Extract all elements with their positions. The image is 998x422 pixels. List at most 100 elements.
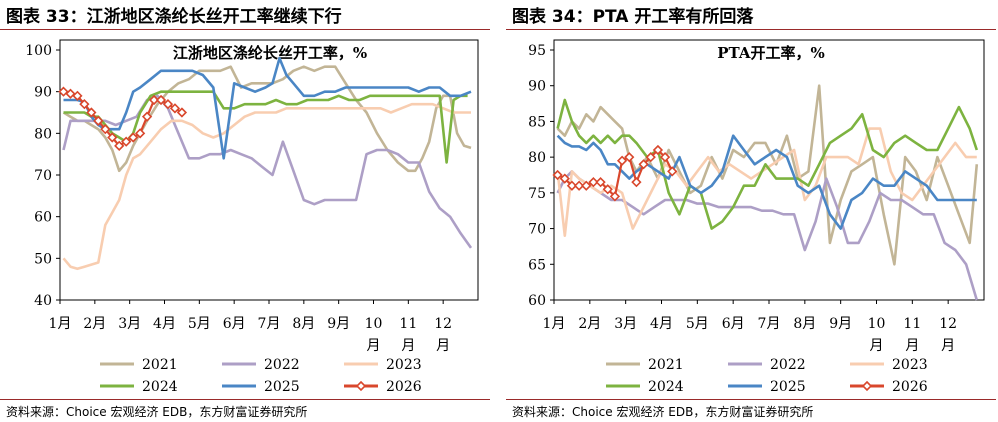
legend-label-2025: 2025	[770, 379, 806, 395]
legend-label-2021: 2021	[142, 357, 178, 373]
series-point-2026	[155, 94, 167, 106]
series-point-2026	[134, 128, 146, 139]
x-tick-label: 月	[436, 338, 450, 354]
legend-label-2022: 2022	[264, 357, 300, 373]
series-point-2026	[667, 166, 678, 177]
x-tick-label: 月	[870, 338, 884, 354]
x-tick-label: 月	[905, 338, 919, 354]
series-point-2026	[114, 140, 125, 151]
x-tick-label: 4月	[153, 316, 176, 332]
legend-label-2024: 2024	[142, 379, 178, 395]
x-tick-label: 4月	[650, 316, 673, 332]
figure-panel-left: 图表 33：江浙地区涤纶长丝开工率继续下行 40 50 60 70 80 90 100 1月 2…	[0, 0, 490, 422]
series-line-2022	[556, 170, 979, 301]
series-line-2021	[556, 84, 979, 266]
series-point-2026	[652, 144, 664, 156]
legend-label-2025: 2025	[264, 379, 300, 395]
series-point-2026	[624, 152, 635, 163]
x-tick-label: 10	[868, 316, 886, 332]
figure-title: 图表 33：江浙地区涤纶长丝开工率继续下行	[6, 7, 342, 27]
y-tick-label: 95	[528, 43, 546, 59]
x-tick-label: 3月	[614, 316, 637, 332]
legend-marker-2026	[861, 380, 873, 392]
x-tick-label: 3月	[118, 316, 141, 332]
series-point-2026	[100, 124, 111, 135]
series-point-2026	[121, 136, 132, 147]
series-point-2026	[107, 132, 118, 143]
legend-label-2022: 2022	[770, 357, 806, 373]
series-point-2026	[162, 99, 174, 110]
x-tick-label: 11	[903, 316, 921, 332]
bottom-rule	[0, 399, 490, 400]
series-point-2026	[141, 111, 153, 122]
figure-panel-right: 图表 34：PTA 开工率有所回落 60 65 70 75 80 85 90 95 1月 2月 3月…	[506, 0, 996, 422]
y-tick-label: 80	[528, 150, 546, 166]
series-point-2026	[659, 152, 671, 163]
source-note: 资料来源：Choice 宏观经济 EDB，东方财富证券研究所	[512, 405, 814, 419]
series-point-2026	[645, 152, 656, 163]
top-rule	[0, 29, 490, 30]
series-point-2026	[148, 94, 160, 106]
y-tick-label: 90	[34, 85, 52, 101]
series-point-2026	[616, 155, 628, 166]
legend-label-2023: 2023	[386, 357, 422, 373]
legend-label-2021: 2021	[648, 357, 684, 373]
x-tick-label: 7月	[258, 316, 281, 332]
x-tick-label: 1月	[49, 316, 72, 332]
x-tick-label: 月	[367, 338, 381, 354]
legend-label-2023: 2023	[892, 357, 928, 373]
chart-svg: 60 65 70 75 80 85 90 95 1月 2月 3月 4月 5月 6月 7月 8月 9月 10 月 11 月…	[528, 39, 985, 395]
y-tick-label: 75	[528, 186, 546, 202]
x-tick-label: 12	[434, 316, 452, 332]
series-point-2026	[176, 107, 188, 118]
bottom-rule	[506, 399, 996, 400]
series-line-2024	[556, 98, 979, 230]
legend-marker-2026	[355, 380, 367, 392]
series-point-2026	[559, 173, 570, 184]
series-point-2026	[602, 184, 613, 195]
y-tick-label: 60	[528, 293, 546, 309]
y-tick-label: 80	[34, 126, 52, 142]
y-tick-label: 70	[528, 222, 546, 238]
series-point-2026	[595, 177, 606, 188]
x-tick-label: 1月	[543, 316, 566, 332]
y-tick-label: 65	[528, 257, 546, 273]
series-point-2026	[128, 132, 139, 143]
chart-title: PTA开工率，%	[717, 44, 825, 62]
y-tick-label: 60	[34, 210, 52, 226]
legend-label-2026: 2026	[386, 379, 422, 395]
series-point-2026	[566, 180, 578, 191]
x-tick-label: 月	[401, 338, 415, 354]
series-point-2026	[609, 191, 621, 202]
x-tick-label: 8月	[793, 316, 816, 332]
x-tick-label: 9月	[327, 316, 350, 332]
top-rule	[506, 29, 996, 30]
series-point-2026	[581, 180, 592, 191]
series-point-2026	[93, 115, 104, 126]
x-tick-label: 2月	[83, 316, 106, 332]
series-point-2026	[552, 169, 563, 181]
x-tick-label: 5月	[686, 316, 709, 332]
figure-title: 图表 34：PTA 开工率有所回落	[512, 7, 754, 27]
legend-label-2026: 2026	[892, 379, 928, 395]
series-line-2025	[63, 56, 472, 160]
y-tick-label: 90	[528, 79, 546, 95]
x-tick-label: 5月	[188, 316, 211, 332]
x-tick-label: 9月	[829, 316, 852, 332]
x-tick-label: 6月	[722, 316, 745, 332]
legend-label-2024: 2024	[648, 379, 684, 395]
series-line-2024	[63, 90, 468, 164]
y-tick-label: 85	[528, 114, 546, 130]
chart-title: 江浙地区涤纶长丝开工率，%	[173, 44, 367, 62]
y-tick-label: 50	[34, 251, 52, 267]
x-tick-label: 8月	[292, 316, 315, 332]
y-tick-label: 40	[34, 293, 52, 309]
source-note: 资料来源：Choice 宏观经济 EDB，东方财富证券研究所	[6, 405, 308, 419]
series-point-2026	[79, 99, 90, 110]
y-tick-label: 100	[25, 43, 52, 59]
chart-svg: 40 50 60 70 80 90 100 1月 2月 3月 4月 5月 6月 7月 8月 9月 10 月 11 月 1…	[25, 39, 479, 395]
x-tick-label: 11	[399, 316, 417, 332]
y-tick-label: 70	[34, 168, 52, 184]
series-line-2023	[62, 102, 471, 271]
series-point-2026	[638, 159, 649, 170]
